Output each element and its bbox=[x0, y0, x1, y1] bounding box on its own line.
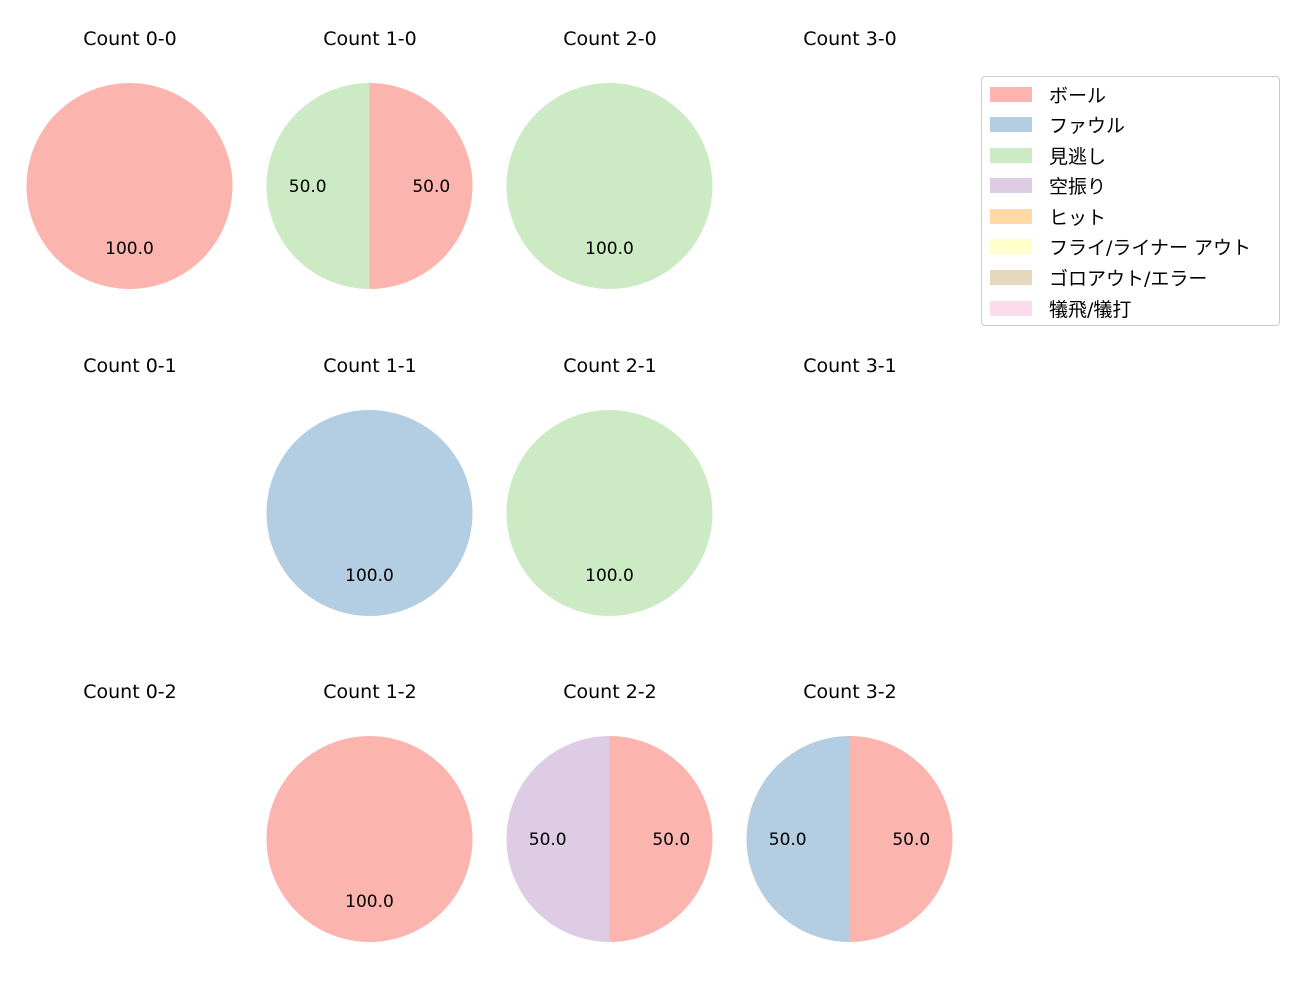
pie-slice bbox=[506, 736, 610, 942]
pie-panel: Count 2-0 100.0 bbox=[490, 12, 730, 338]
pie-slice-label: 50.0 bbox=[289, 177, 327, 197]
legend-swatch bbox=[990, 117, 1032, 132]
legend-label: 犠飛/犠打 bbox=[1049, 299, 1132, 321]
pie-slice bbox=[506, 410, 713, 616]
pie-chart: 50.0 50.0 bbox=[746, 736, 953, 942]
pie-panel: Count 0-0 100.0 bbox=[10, 12, 250, 338]
legend-item-sacrifice: 犠飛/犠打 bbox=[982, 292, 1281, 322]
pie-title: Count 0-0 bbox=[83, 28, 177, 50]
pie-title: Count 1-2 bbox=[323, 681, 417, 703]
pie-slice bbox=[369, 83, 473, 289]
pie-slice-label: 50.0 bbox=[652, 830, 690, 850]
legend: ボール ファウル 見逃し 空振り ヒット フライ/ライナー アウト ゴロアウト/… bbox=[981, 76, 1280, 326]
pie-chart bbox=[730, 339, 970, 665]
pie-chart bbox=[10, 665, 250, 991]
pie-panel: Count 3-1 bbox=[730, 339, 970, 665]
legend-swatch bbox=[990, 239, 1032, 254]
legend-item-swinging-strike: 空振り bbox=[982, 169, 1281, 199]
pie-slice bbox=[266, 410, 473, 616]
legend-label: ゴロアウト/エラー bbox=[1049, 268, 1208, 290]
pie-title: Count 0-2 bbox=[83, 681, 177, 703]
pie-title: Count 1-0 bbox=[323, 28, 417, 50]
pie-panel: Count 1-2 100.0 bbox=[250, 665, 490, 991]
pie-title: Count 2-2 bbox=[563, 681, 657, 703]
legend-swatch bbox=[990, 301, 1032, 316]
legend-swatch bbox=[990, 178, 1032, 193]
pie-title: Count 3-0 bbox=[803, 28, 897, 50]
legend-swatch bbox=[990, 87, 1032, 102]
legend-item-hit: ヒット bbox=[982, 200, 1281, 230]
pie-title: Count 3-2 bbox=[803, 681, 897, 703]
pie-chart: 100.0 bbox=[506, 83, 713, 289]
legend-label: ファウル bbox=[1049, 115, 1126, 137]
pie-slice bbox=[746, 736, 850, 942]
legend-label: ヒット bbox=[1049, 207, 1107, 229]
legend-item-fly-liner-out: フライ/ライナー アウト bbox=[982, 230, 1281, 260]
legend-item-ball: ボール bbox=[982, 78, 1281, 108]
pie-panel: Count 3-2 50.0 50.0 bbox=[730, 665, 970, 991]
pie-slice-label: 100.0 bbox=[585, 566, 634, 586]
pie-panel: Count 2-2 50.0 50.0 bbox=[490, 665, 730, 991]
legend-label: 見逃し bbox=[1049, 146, 1107, 168]
pie-title: Count 3-1 bbox=[803, 355, 897, 377]
pie-chart: 100.0 bbox=[26, 83, 233, 289]
pie-slice-label: 50.0 bbox=[892, 830, 930, 850]
pie-chart bbox=[730, 12, 970, 338]
pie-slice bbox=[266, 736, 473, 942]
legend-swatch bbox=[990, 209, 1032, 224]
pie-panel: Count 1-1 100.0 bbox=[250, 339, 490, 665]
pie-slice-label: 50.0 bbox=[529, 830, 567, 850]
legend-label: 空振り bbox=[1049, 176, 1107, 198]
pie-panel: Count 0-2 bbox=[10, 665, 250, 991]
legend-label: フライ/ライナー アウト bbox=[1049, 237, 1252, 259]
pie-chart: 100.0 bbox=[266, 736, 473, 942]
pie-slice-label: 50.0 bbox=[769, 830, 807, 850]
pie-chart bbox=[10, 339, 250, 665]
pie-title: Count 0-1 bbox=[83, 355, 177, 377]
pie-panel: Count 0-1 bbox=[10, 339, 250, 665]
pie-chart: 100.0 bbox=[506, 410, 713, 616]
pie-chart: 50.0 50.0 bbox=[266, 83, 473, 289]
legend-item-ground-out-error: ゴロアウト/エラー bbox=[982, 261, 1281, 291]
pie-slice bbox=[506, 83, 713, 289]
pie-panel: Count 2-1 100.0 bbox=[490, 339, 730, 665]
pie-slice-label: 100.0 bbox=[105, 239, 154, 259]
pie-slice bbox=[26, 83, 233, 289]
legend-item-called-strike: 見逃し bbox=[982, 139, 1281, 169]
pie-title: Count 1-1 bbox=[323, 355, 417, 377]
legend-item-foul: ファウル bbox=[982, 108, 1281, 138]
pie-panel: Count 3-0 bbox=[730, 12, 970, 338]
pie-title: Count 2-0 bbox=[563, 28, 657, 50]
pie-chart: 50.0 50.0 bbox=[506, 736, 713, 942]
pie-slice bbox=[849, 736, 953, 942]
legend-swatch bbox=[990, 270, 1032, 285]
pie-panel: Count 1-0 50.0 50.0 bbox=[250, 12, 490, 338]
legend-swatch bbox=[990, 148, 1032, 163]
legend-label: ボール bbox=[1049, 85, 1107, 107]
pie-slice-label: 100.0 bbox=[585, 239, 634, 259]
pie-chart: 100.0 bbox=[266, 410, 473, 616]
pie-slice-label: 50.0 bbox=[412, 177, 450, 197]
pie-slice-label: 100.0 bbox=[345, 566, 394, 586]
pie-slice bbox=[609, 736, 713, 942]
pie-title: Count 2-1 bbox=[563, 355, 657, 377]
pie-slice bbox=[266, 83, 370, 289]
pie-slice-label: 100.0 bbox=[345, 892, 394, 912]
